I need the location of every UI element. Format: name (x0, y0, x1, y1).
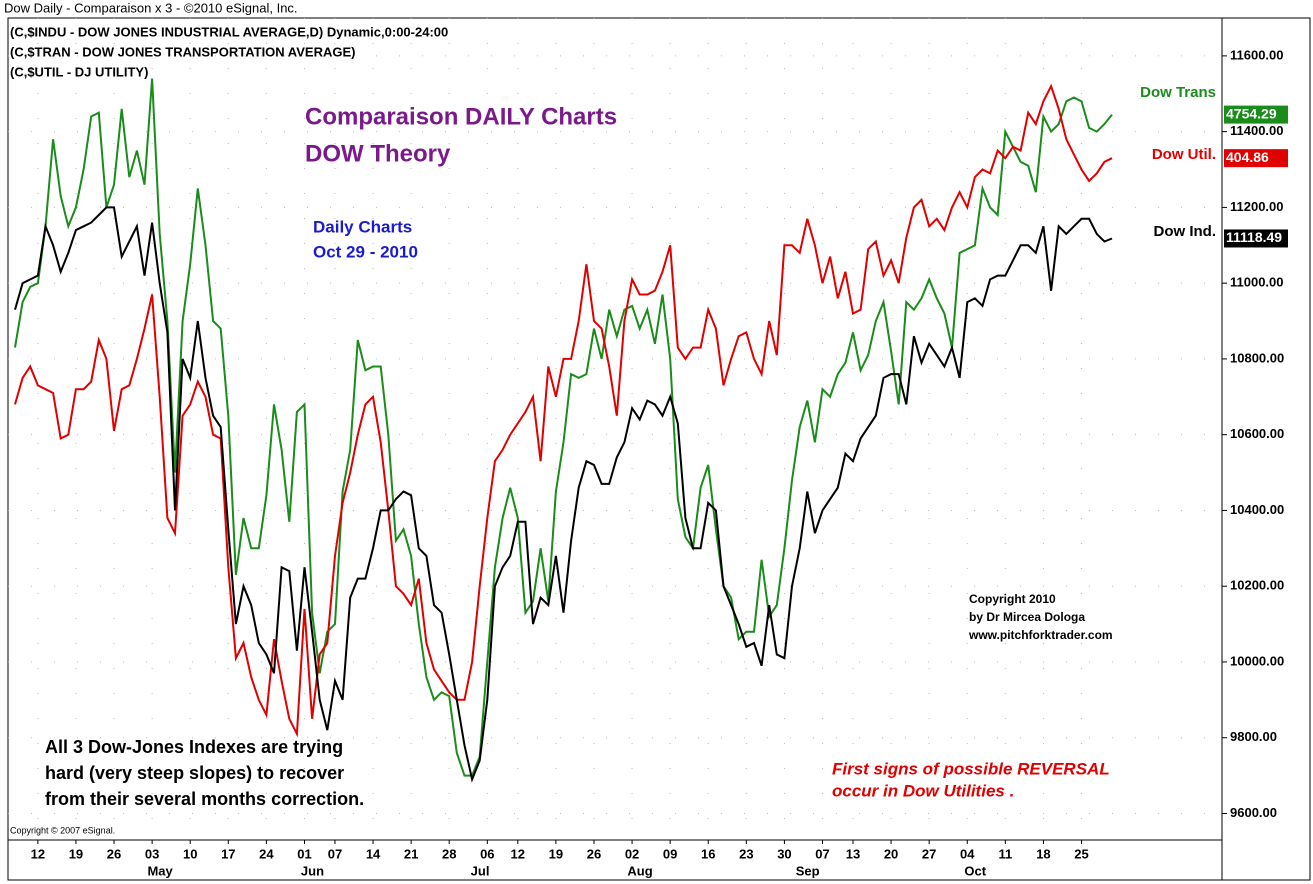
footer: Copyright © 2007 eSignal. (10, 825, 115, 835)
x-tick-label: 26 (107, 846, 121, 861)
x-tick-label: 16 (701, 846, 715, 861)
month-label: Sep (796, 863, 820, 878)
month-label: Oct (964, 863, 986, 878)
x-tick-label: 19 (549, 846, 563, 861)
y-tick-label: 10800.00 (1230, 350, 1284, 365)
subtitle: Daily Charts (313, 217, 412, 236)
x-tick-label: 23 (739, 846, 753, 861)
last-value-box (1224, 105, 1288, 124)
x-tick-label: 07 (815, 846, 829, 861)
x-tick-label: 03 (145, 846, 159, 861)
x-tick-label: 25 (1074, 846, 1088, 861)
last-value-box (1224, 149, 1288, 168)
series-line (14, 83, 1113, 738)
y-tick-label: 9800.00 (1230, 729, 1277, 744)
header-line: (C,$UTIL - DJ UTILITY) (10, 64, 148, 79)
y-tick-label: 9600.00 (1230, 805, 1277, 820)
x-tick-label: 12 (511, 846, 525, 861)
month-label: May (147, 863, 173, 878)
x-tick-label: 12 (31, 846, 45, 861)
credit: Copyright 2010 (969, 592, 1056, 606)
title: Comparaison DAILY Charts (305, 103, 617, 130)
x-tick-label: 18 (1036, 846, 1050, 861)
credit: by Dr Mircea Dologa (969, 610, 1085, 624)
x-tick-label: 10 (183, 846, 197, 861)
y-tick-label: 10400.00 (1230, 502, 1284, 517)
month-label: Jun (301, 863, 324, 878)
x-tick-label: 06 (480, 846, 494, 861)
x-tick-label: 26 (587, 846, 601, 861)
note: hard (very steep slopes) to recover (45, 763, 344, 783)
note: from their several months correction. (45, 789, 364, 809)
y-tick-label: 11000.00 (1230, 275, 1284, 290)
x-tick-label: 19 (69, 846, 83, 861)
last-value-box (1224, 229, 1288, 248)
legend-entry: Dow Trans (1140, 84, 1216, 101)
credit: www.pitchforktrader.com (968, 628, 1113, 642)
series-line (14, 206, 1113, 783)
x-tick-label: 27 (922, 846, 936, 861)
series-line (14, 78, 1113, 777)
y-tick-label: 10000.00 (1230, 653, 1284, 668)
y-tick-label: 10600.00 (1230, 426, 1284, 441)
x-tick-label: 07 (328, 846, 342, 861)
title: DOW Theory (305, 140, 451, 167)
x-tick-label: 04 (960, 846, 975, 861)
y-tick-label: 11400.00 (1230, 123, 1284, 138)
x-tick-label: 21 (404, 846, 418, 861)
y-tick-label: 11600.00 (1230, 47, 1284, 62)
legend-entry: Dow Util. (1152, 146, 1216, 163)
legend-entry: Dow Ind. (1154, 223, 1217, 240)
y-axis-frame (1221, 17, 1311, 881)
y-tick-label: 10200.00 (1230, 578, 1284, 593)
last-value-label: 404.86 (1226, 149, 1269, 165)
x-tick-label: 20 (884, 846, 898, 861)
x-tick-label: 14 (366, 846, 381, 861)
x-tick-label: 01 (297, 846, 311, 861)
last-value-label: 11118.49 (1226, 229, 1282, 245)
x-tick-label: 02 (625, 846, 639, 861)
header-line: (C,$TRAN - DOW JONES TRANSPORTATION AVER… (10, 44, 355, 59)
reversal-note: occur in Dow Utilities . (832, 781, 1014, 800)
month-label: Jul (471, 863, 490, 878)
note: All 3 Dow-Jones Indexes are trying (45, 737, 343, 757)
x-tick-label: 28 (442, 846, 456, 861)
x-tick-label: 11 (998, 846, 1012, 861)
month-label: Aug (627, 863, 652, 878)
subtitle: Oct 29 - 2010 (313, 242, 418, 261)
header-line: (C,$INDU - DOW JONES INDUSTRIAL AVERAGE,… (10, 24, 448, 39)
lines (14, 78, 1113, 783)
window-title: Dow Daily - Comparaison x 3 - ©2010 eSig… (4, 0, 298, 15)
x-tick-label: 09 (663, 846, 677, 861)
x-tick-label: 17 (221, 846, 235, 861)
x-tick-label: 24 (259, 846, 274, 861)
x-tick-label: 30 (777, 846, 791, 861)
y-tick-label: 11200.00 (1230, 199, 1284, 214)
reversal-note: First signs of possible REVERSAL (832, 759, 1110, 778)
x-tick-label: 13 (846, 846, 860, 861)
last-value-label: 4754.29 (1226, 105, 1277, 121)
